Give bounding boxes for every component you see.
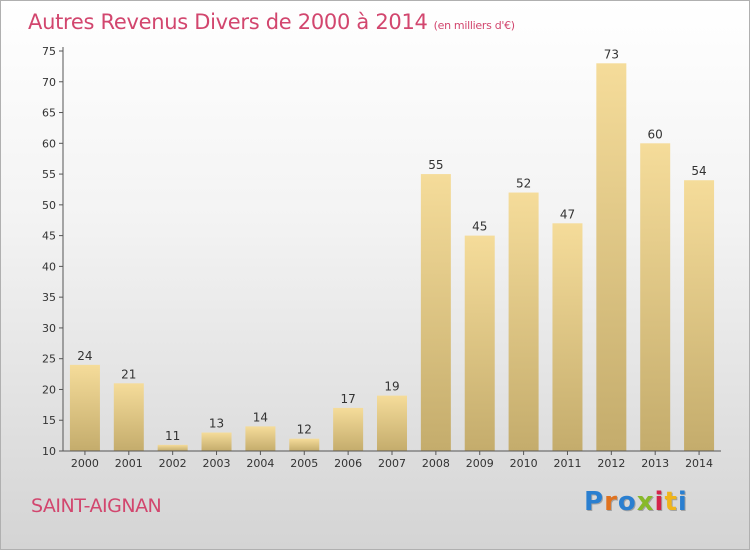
bar-value-label: 12 [297,423,312,437]
bar-2012 [596,63,627,452]
bar-2004 [245,426,276,451]
bar-2005 [289,438,320,451]
bar-2007 [377,395,407,451]
bar-value-label: 47 [560,207,575,221]
x-tick-label: 2002 [159,457,187,470]
chart-title-unit: (en milliers d'€) [433,19,515,32]
x-tick-label: 2000 [71,457,99,470]
y-tick-label: 55 [42,168,56,181]
logo-letter: i [654,487,665,517]
bar-2003 [201,432,232,451]
y-tick-label: 60 [42,137,56,150]
bar-value-label: 60 [648,127,663,141]
commune-name: SAINT-AIGNAN [31,495,162,517]
y-tick-label: 70 [42,76,56,89]
bar-2011 [552,223,583,451]
y-tick-label: 45 [42,230,56,243]
bar-value-label: 11 [165,429,180,443]
bar-value-label: 73 [604,47,619,61]
bar-value-label: 17 [340,392,355,406]
chart-title-text: Autres Revenus Divers de 2000 à 2014 [28,10,428,34]
y-tick-label: 35 [42,291,56,304]
bar-value-label: 55 [428,158,443,172]
y-tick-label: 75 [42,45,56,58]
x-tick-label: 2014 [685,457,713,470]
bars: 24 21 11 13 14 12 17 19 55 45 52 47 73 60 54 [69,47,715,452]
x-tick-label: 2010 [510,457,538,470]
x-tick-label: 2006 [334,457,362,470]
proxiti-logo: Proxiti [584,487,688,517]
bar-value-label: 19 [384,380,399,394]
bar-2014 [684,180,715,451]
x-tick-label: 2004 [246,457,274,470]
bar-2008 [420,174,451,452]
y-tick-label: 30 [42,322,56,335]
bar-value-label: 24 [77,349,92,363]
y-axis: 10 15 20 25 30 35 40 45 50 55 60 65 70 75 [42,45,64,458]
y-tick-label: 20 [42,383,56,396]
y-tick-label: 50 [42,199,56,212]
x-tick-label: 2008 [422,457,450,470]
bar-value-label: 52 [516,177,531,191]
x-axis: 2000 2001 2002 2003 2004 2005 2006 2007 2008 2009… [63,450,721,470]
logo-letter: x [636,487,655,517]
x-tick-label: 2011 [553,457,581,470]
x-tick-label: 2003 [203,457,231,470]
bar-2006 [333,407,364,451]
logo-letter: r [604,487,618,517]
x-tick-label: 2013 [641,457,669,470]
bar-2009 [464,235,495,451]
bar-2000 [69,364,100,451]
y-tick-label: 15 [42,414,56,427]
y-tick-label: 25 [42,353,56,366]
bar-value-label: 21 [121,367,136,381]
y-tick-label: 65 [42,107,56,120]
x-tick-label: 2005 [290,457,318,470]
logo-letter: t [664,487,678,517]
bar-value-label: 54 [691,164,706,178]
bar-value-label: 13 [209,417,224,431]
x-tick-label: 2001 [115,457,143,470]
bar-2010 [508,192,539,452]
bar-2013 [640,143,671,452]
bar-2002 [157,444,188,451]
logo-letter: P [584,487,605,517]
x-tick-label: 2007 [378,457,406,470]
y-tick-label: 10 [42,445,56,458]
bar-2001 [113,383,144,451]
x-tick-label: 2009 [466,457,494,470]
bar-value-label: 14 [253,410,268,424]
bar-value-label: 45 [472,220,487,234]
logo-letter: o [617,487,637,517]
x-tick-label: 2012 [597,457,625,470]
logo-letter: i [677,487,688,517]
chart-title: Autres Revenus Divers de 2000 à 2014 (en … [28,10,515,34]
y-tick-label: 40 [42,260,56,273]
